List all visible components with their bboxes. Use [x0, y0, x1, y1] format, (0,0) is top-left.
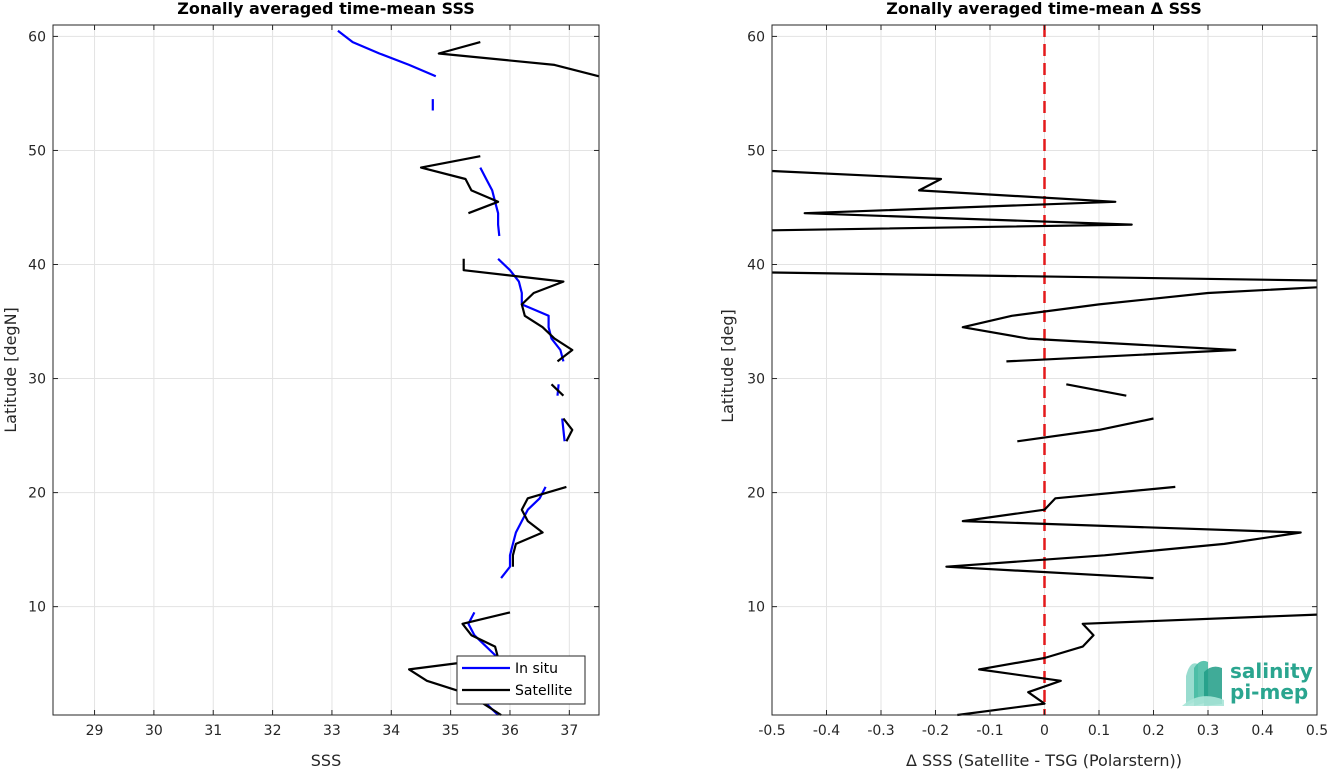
plot-area-left: [53, 25, 599, 715]
logo-text-line2: pi-mep: [1230, 680, 1308, 704]
series-line-delta: [771, 169, 1133, 232]
delta-sss-panel: -0.5 -0.4 -0.3 -0.2 -0.1 0 0.1 0.2 0.3 0.4 0.5 10 20…: [718, 0, 1328, 769]
right-x-tick-label: -0.1: [976, 723, 1003, 739]
right-x-tick-label: 0.1: [1088, 723, 1110, 739]
series-line-delta: [961, 286, 1318, 363]
series-line-satellite: [511, 485, 567, 567]
left-x-tick-label: 34: [382, 723, 400, 739]
logo-wave-icon: [1182, 660, 1224, 706]
left-x-tick-label: 32: [264, 723, 282, 739]
sss-profile-panel: 29 30 31 32 33 34 35 36 37 10 20 30 40 50 60 Zonally a…: [1, 0, 600, 769]
series-line-in-situ: [500, 486, 547, 579]
left-y-tick-label: 20: [28, 486, 46, 502]
right-y-tick-label: 50: [747, 143, 765, 159]
right-y-tick-label: 10: [747, 600, 765, 616]
series-line-delta: [957, 613, 1318, 717]
series-line-satellite: [437, 41, 600, 78]
legend: In situ Satellite: [456, 655, 586, 705]
left-x-tick-label: 35: [442, 723, 460, 739]
right-x-axis-label: Δ SSS (Satellite - TSG (Polarstern)): [906, 751, 1182, 769]
right-x-tick-label: 0: [1040, 723, 1049, 739]
right-chart-title: Zonally averaged time-mean Δ SSS: [886, 0, 1202, 18]
right-y-tick-label: 30: [747, 372, 765, 388]
legend-label-satellite: Satellite: [515, 683, 572, 699]
right-y-tick-label: 40: [747, 258, 765, 274]
series-line-delta: [1017, 417, 1154, 443]
series-line-satellite: [462, 258, 574, 363]
left-x-axis-label: SSS: [311, 751, 341, 769]
right-y-axis-label: Latitude [deg]: [718, 309, 737, 423]
series-line-in-situ: [337, 29, 437, 78]
right-x-tick-label: -0.3: [867, 723, 894, 739]
series-line-delta: [1066, 383, 1127, 397]
series-line-satellite: [419, 155, 500, 215]
axes-box-left: [52, 24, 600, 716]
left-x-tick-label: 31: [204, 723, 222, 739]
series-line-in-situ: [561, 418, 566, 442]
ticks-right: -0.5 -0.4 -0.3 -0.2 -0.1 0 0.1 0.2 0.3 0.4 0.5 10 20…: [747, 25, 1328, 739]
left-x-tick-label: 37: [560, 723, 578, 739]
legend-label-in-situ: In situ: [515, 661, 558, 677]
grid-left: [53, 25, 599, 715]
salinity-pi-mep-logo: salinity pi-mep: [1182, 659, 1313, 706]
right-y-tick-label: 20: [747, 486, 765, 502]
legend-box: [456, 655, 586, 705]
left-x-tick-label: 30: [145, 723, 163, 739]
left-y-tick-label: 10: [28, 600, 46, 616]
right-x-tick-label: -0.2: [922, 723, 949, 739]
left-y-tick-label: 40: [28, 258, 46, 274]
left-y-axis-label: Latitude [degN]: [1, 307, 20, 433]
left-x-tick-label: 29: [86, 723, 104, 739]
right-x-tick-label: 0.5: [1306, 723, 1328, 739]
left-x-tick-label: 33: [323, 723, 341, 739]
series-line-satellite: [562, 417, 574, 442]
left-y-tick-label: 30: [28, 372, 46, 388]
logo-text-line1: salinity: [1230, 659, 1313, 683]
right-x-tick-label: 0.4: [1251, 723, 1273, 739]
left-chart-title: Zonally averaged time-mean SSS: [177, 0, 475, 18]
ticks-left: 29 30 31 32 33 34 35 36 37 10 20 30 40 50 60: [28, 25, 599, 739]
left-y-tick-label: 50: [28, 143, 46, 159]
left-y-tick-label: 60: [28, 29, 46, 45]
right-y-tick-label: 60: [747, 29, 765, 45]
right-x-tick-label: -0.5: [758, 723, 785, 739]
right-x-tick-label: 0.3: [1197, 723, 1219, 739]
series-line-delta: [945, 485, 1302, 580]
series-line-satellite: [550, 383, 565, 397]
data-lines-right: [771, 169, 1318, 717]
right-x-tick-label: 0.2: [1142, 723, 1164, 739]
series-line-delta: [771, 271, 1318, 282]
left-x-tick-label: 36: [501, 723, 519, 739]
right-x-tick-label: -0.4: [813, 723, 840, 739]
